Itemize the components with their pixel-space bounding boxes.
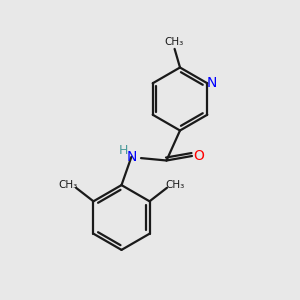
Text: O: O [193,149,204,163]
Text: CH₃: CH₃ [58,180,77,190]
Text: CH₃: CH₃ [165,37,184,47]
Text: H: H [119,143,128,157]
Text: N: N [126,150,136,164]
Text: CH₃: CH₃ [166,180,185,190]
Text: N: N [207,76,217,90]
